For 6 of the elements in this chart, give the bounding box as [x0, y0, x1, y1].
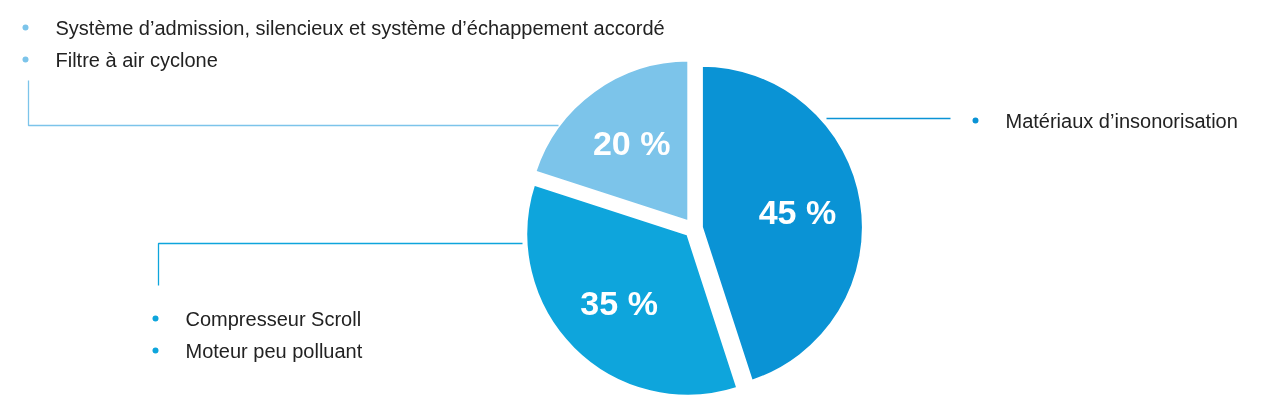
legend-label: Compresseur Scroll Moteur peu polluant	[185, 307, 363, 362]
legend-label: Système d’admission, silencieux et système d’échappement accordé Filtre à air cyclone	[55, 16, 665, 71]
data-label: 45 %	[758, 193, 837, 232]
legend-label: Matériaux d’insonorisation	[1005, 109, 1238, 132]
data-label: 20 %	[592, 124, 671, 163]
data-label: 35 %	[580, 283, 658, 322]
